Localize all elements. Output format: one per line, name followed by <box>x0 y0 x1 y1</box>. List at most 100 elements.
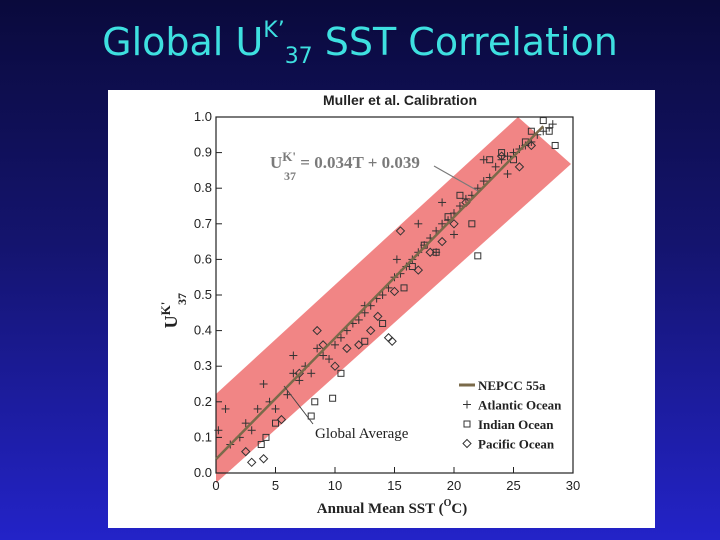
slide-title-sup: K’ <box>263 18 285 43</box>
pacific-ocean-point <box>373 311 383 322</box>
legend-entry: NEPCC 55a <box>459 378 546 393</box>
y-tick-label: 0.2 <box>194 394 212 409</box>
indian-ocean-point <box>444 213 452 221</box>
global-average-label: Global Average <box>315 426 409 442</box>
pacific-ocean-point <box>425 247 435 257</box>
indian-ocean-point <box>400 284 408 292</box>
pacific-ocean-point <box>395 226 406 236</box>
y-axis-label-sub: 37 <box>175 293 189 305</box>
equation-leader-line <box>433 165 479 192</box>
atlantic-ocean-point <box>319 351 328 360</box>
atlantic-ocean-point <box>455 202 464 210</box>
atlantic-ocean-point <box>503 152 512 161</box>
global-average-leader-line <box>283 385 314 425</box>
x-tick-label: 25 <box>506 478 520 493</box>
legend-label: Atlantic Ocean <box>478 398 562 413</box>
indian-ocean-point <box>468 220 476 228</box>
indian-ocean-point <box>307 412 315 420</box>
pacific-ocean-point <box>496 151 507 161</box>
legend-label: Indian Ocean <box>478 417 554 432</box>
indian-ocean-point <box>311 398 319 406</box>
indian-ocean-point <box>329 394 337 402</box>
indian-ocean-point <box>486 156 494 164</box>
atlantic-ocean-point <box>289 351 298 360</box>
indian-ocean-point <box>257 441 265 449</box>
y-tick-label: 0.7 <box>194 216 212 231</box>
legend-label: Pacific Ocean <box>478 437 555 452</box>
legend-entry: Pacific Ocean <box>462 437 555 452</box>
atlantic-ocean-point <box>325 355 334 364</box>
atlantic-ocean-point <box>545 123 554 132</box>
atlantic-ocean-point <box>342 326 351 335</box>
x-tick-label: 10 <box>328 478 342 493</box>
atlantic-ocean-point <box>307 369 316 378</box>
indian-ocean-point <box>539 117 547 125</box>
pacific-ocean-point <box>526 140 537 151</box>
y-tick-label: 1.0 <box>194 109 212 124</box>
slide-title-pre: Global U <box>102 20 264 64</box>
y-tick-label: 0.4 <box>194 323 212 338</box>
atlantic-ocean-point <box>438 219 447 228</box>
atlantic-ocean-point <box>479 177 488 186</box>
pacific-ocean-point <box>241 446 251 457</box>
indian-ocean-point <box>545 127 553 135</box>
atlantic-ocean-point <box>414 219 423 228</box>
x-axis-label-post: C) <box>451 501 467 517</box>
pacific-ocean-point <box>354 340 364 350</box>
x-axis-label: Annual Mean SST (OC) <box>317 498 467 517</box>
pacific-ocean-point <box>449 219 459 229</box>
y-tick-label: 0.8 <box>194 180 212 195</box>
legend-label: NEPCC 55a <box>478 378 546 393</box>
pacific-ocean-point <box>387 336 397 346</box>
pacific-ocean-point <box>437 236 447 247</box>
indian-ocean-point <box>498 149 506 157</box>
indian-ocean-point <box>272 419 279 427</box>
atlantic-ocean-point <box>331 340 339 349</box>
error-band <box>216 117 571 483</box>
atlantic-ocean-point <box>289 369 298 378</box>
indian-ocean-point <box>551 141 559 149</box>
x-tick-label: 15 <box>387 478 401 493</box>
indian-ocean-point <box>527 127 535 135</box>
regression-line <box>215 125 545 460</box>
atlantic-ocean-point <box>450 230 458 239</box>
pacific-ocean-point <box>246 457 257 468</box>
x-tick-label: 5 <box>272 478 279 493</box>
atlantic-ocean-point <box>392 255 401 264</box>
indian-ocean-point <box>337 369 345 377</box>
y-tick-label: 0.6 <box>194 251 212 266</box>
pacific-ocean-point <box>258 454 269 464</box>
atlantic-ocean-point <box>247 426 256 435</box>
atlantic-ocean-point <box>336 333 345 342</box>
pacific-ocean-point <box>312 325 322 336</box>
atlantic-ocean-point <box>503 169 512 178</box>
atlantic-ocean-point <box>354 315 363 324</box>
indian-ocean-point <box>456 191 464 199</box>
x-tick-label: 20 <box>447 478 461 493</box>
pacific-ocean-point <box>276 414 287 425</box>
equation-rest: = 0.034T + 0.039 <box>296 153 420 172</box>
atlantic-ocean-point <box>378 291 387 299</box>
legend-marker <box>463 420 471 428</box>
y-tick-label: 0.1 <box>194 429 212 444</box>
regression-equation: UK' = 0.034T + 0.039 37 <box>270 149 420 183</box>
pacific-ocean-point <box>514 162 525 172</box>
chart-title: Muller et al. Calibration <box>323 92 477 108</box>
x-tick-label: 0 <box>212 478 219 493</box>
atlantic-ocean-point <box>438 198 447 207</box>
pacific-ocean-point <box>413 265 424 275</box>
y-axis-label: UK' 37 <box>158 293 189 328</box>
pacific-ocean-point <box>365 325 376 336</box>
atlantic-ocean-point <box>271 404 280 413</box>
pacific-ocean-point <box>389 286 400 297</box>
equation-main: U <box>270 153 282 172</box>
atlantic-ocean-point <box>214 426 223 435</box>
legend-marker <box>462 438 472 449</box>
calibration-chart: 0.0 0.1 0.2 0.3 0.4 0.5 0.6 0.7 0.8 0.9 1.0 0 5 10 15 2… <box>158 92 580 517</box>
figure-panel: 0.0 0.1 0.2 0.3 0.4 0.5 0.6 0.7 0.8 0.9 1.0 0 5 10 15 2… <box>108 90 655 528</box>
atlantic-ocean-point <box>313 344 322 353</box>
indian-ocean-point <box>262 433 270 441</box>
slide-title-post: SST Correlation <box>312 20 618 64</box>
y-tick-label: 0.0 <box>194 465 212 480</box>
indian-ocean-point <box>408 263 416 271</box>
